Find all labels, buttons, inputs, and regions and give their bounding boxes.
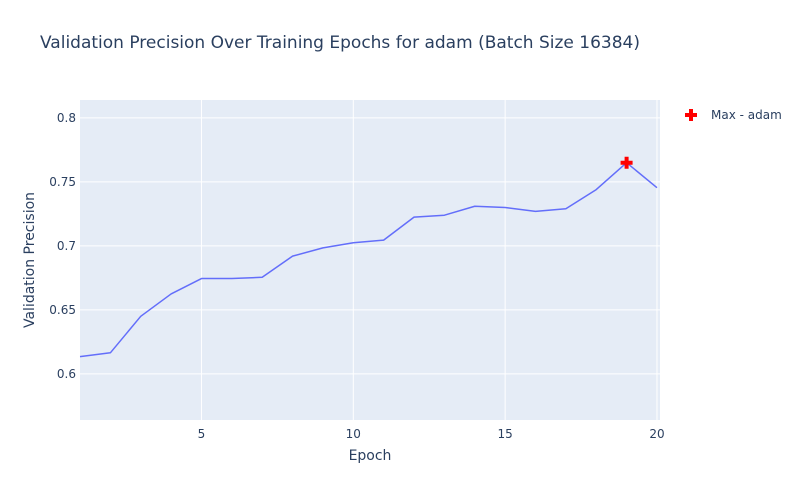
x-axis-title: Epoch	[349, 448, 392, 464]
y-tick-label: 0.7	[57, 239, 76, 253]
y-tick-label: 0.8	[57, 111, 76, 125]
series-line	[79, 161, 658, 358]
x-tick-label: 15	[497, 427, 512, 441]
legend-marker-max	[685, 109, 697, 121]
y-tick-label: 0.65	[49, 303, 76, 317]
y-axis-title: Validation Precision	[22, 192, 38, 328]
x-tick-label: 20	[649, 427, 664, 441]
y-tick-label: 0.6	[57, 367, 76, 381]
x-tick-label: 5	[198, 427, 206, 441]
chart-title: Validation Precision Over Training Epoch…	[40, 33, 640, 53]
max-marker	[620, 156, 633, 169]
legend-label-max: Max - adam	[711, 108, 782, 122]
y-tick-label: 0.75	[49, 175, 76, 189]
plot-background	[80, 100, 660, 420]
x-tick-label: 10	[346, 427, 361, 441]
